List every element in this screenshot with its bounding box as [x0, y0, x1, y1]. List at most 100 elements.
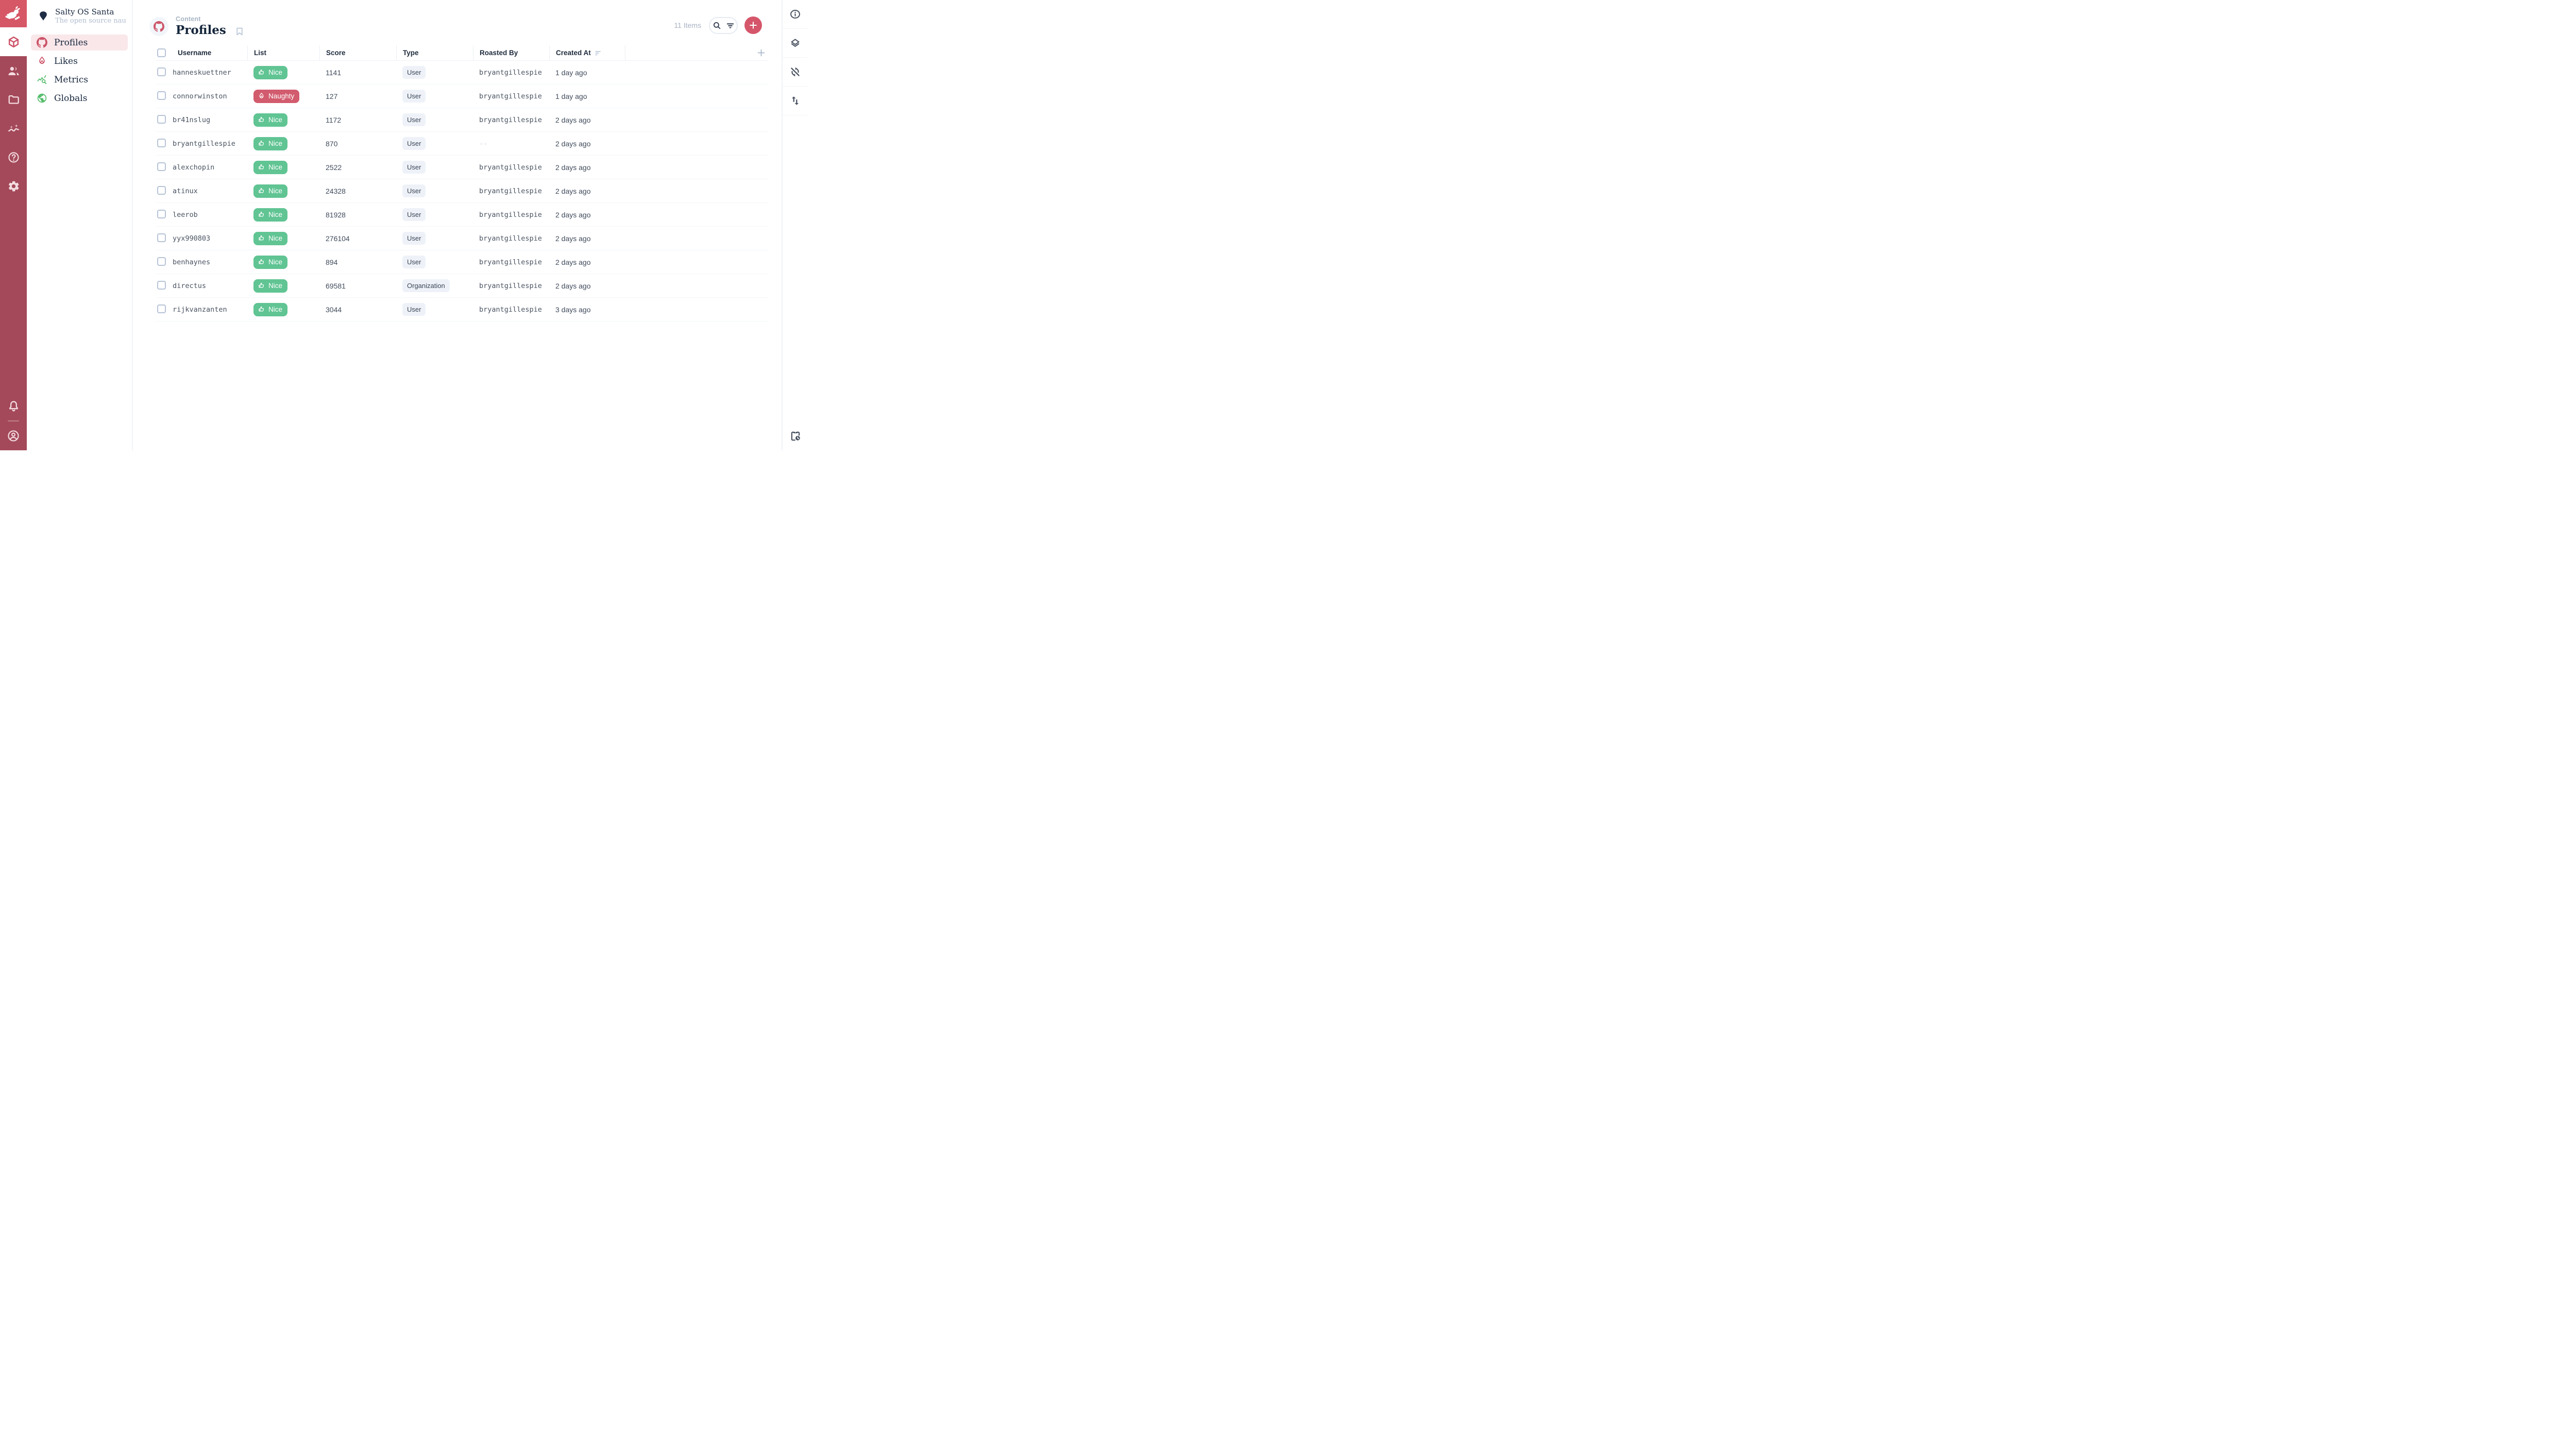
thumb-up-icon	[258, 306, 265, 313]
content-module[interactable]	[0, 27, 27, 56]
cell-list: Nice	[247, 160, 319, 174]
cell-score: 3044	[326, 305, 342, 314]
project-name: Salty OS Santa	[55, 7, 114, 16]
logo-tile[interactable]	[0, 0, 27, 27]
cell-username: hanneskuettner	[173, 68, 231, 77]
sidebar-item-likes[interactable]: Likes	[31, 53, 128, 69]
table-row[interactable]: br41nslug Nice 1172 User bryantgillespie…	[156, 108, 768, 132]
insights-module[interactable]	[0, 114, 27, 143]
row-select-cell	[156, 233, 172, 244]
page-title: Profiles	[176, 23, 226, 38]
column-header-created-at[interactable]: Created At	[549, 45, 625, 60]
file-library-module[interactable]	[0, 85, 27, 114]
table-row[interactable]: directus Nice 69581 Organization bryantg…	[156, 274, 768, 298]
insights-icon	[7, 122, 20, 135]
folder-icon	[7, 93, 20, 106]
thumb-up-icon	[258, 258, 265, 266]
row-select-cell	[156, 138, 172, 149]
row-checkbox[interactable]	[157, 304, 166, 313]
cell-score: 81928	[326, 210, 346, 219]
row-checkbox[interactable]	[157, 280, 166, 290]
bookmark-icon[interactable]	[234, 26, 245, 37]
table-row[interactable]: benhaynes Nice 894 User bryantgillespie …	[156, 250, 768, 274]
globe-icon	[37, 93, 47, 104]
table-row[interactable]: bryantgillespie Nice 870 User -- 2 days …	[156, 132, 768, 156]
header-actions: 11 Items	[674, 16, 762, 34]
table-row[interactable]: alexchopin Nice 2522 User bryantgillespi…	[156, 156, 768, 179]
module-nav	[0, 27, 27, 200]
row-select-cell	[156, 185, 172, 196]
table-row[interactable]: yyx990803 Nice 276104 User bryantgillesp…	[156, 227, 768, 250]
add-item-button[interactable]	[744, 16, 762, 34]
search-icon[interactable]	[712, 21, 722, 30]
import-export-button[interactable]	[783, 87, 808, 115]
collection-icon-chip[interactable]	[149, 16, 168, 36]
cell-roasted-by: bryantgillespie	[479, 68, 542, 77]
box-icon	[7, 36, 20, 48]
cell-created-at: 1 day ago	[555, 92, 587, 100]
sidebar-item-profiles[interactable]: Profiles	[31, 35, 128, 50]
add-column-icon[interactable]	[756, 48, 766, 58]
activity-button[interactable]	[783, 421, 808, 450]
row-select-cell	[156, 280, 172, 291]
row-checkbox[interactable]	[157, 185, 166, 195]
cell-score: 870	[326, 139, 338, 148]
table-row[interactable]: hanneskuettner Nice 1141 User bryantgill…	[156, 61, 768, 84]
list-badge: Nice	[253, 208, 288, 222]
table-row[interactable]: atinux Nice 24328 User bryantgillespie 2…	[156, 179, 768, 203]
cell-list: Nice	[247, 65, 319, 79]
list-badge: Nice	[253, 113, 288, 127]
table-row[interactable]: connorwinston Naughty 127 User bryantgil…	[156, 84, 768, 108]
column-header-score[interactable]: Score	[319, 45, 396, 60]
sidebar-item-globals[interactable]: Globals	[31, 90, 128, 106]
row-select-cell	[156, 209, 172, 220]
table-row[interactable]: rijkvanzanten Nice 3044 User bryantgille…	[156, 298, 768, 321]
sidebar-item-metrics[interactable]: Metrics	[31, 72, 128, 88]
thumb-up-icon	[258, 234, 265, 242]
column-header-username[interactable]: Username	[178, 49, 212, 57]
row-checkbox[interactable]	[157, 67, 166, 76]
cell-list: Nice	[247, 302, 319, 316]
row-checkbox[interactable]	[157, 114, 166, 124]
plus-icon	[748, 20, 758, 30]
column-header-type[interactable]: Type	[396, 45, 473, 60]
layers-button[interactable]	[783, 29, 808, 58]
cell-score: 127	[326, 92, 338, 100]
row-checkbox[interactable]	[157, 162, 166, 171]
cell-list: Nice	[247, 113, 319, 127]
notifications-button[interactable]	[0, 392, 27, 420]
module-bar-divider	[8, 420, 19, 421]
import-export-icon	[789, 95, 801, 107]
sync-disabled-button[interactable]	[783, 58, 808, 87]
table-row[interactable]: leerob Nice 81928 User bryantgillespie 2…	[156, 203, 768, 227]
app: Salty OS Santa The open source naug... P…	[0, 0, 808, 450]
select-all-checkbox[interactable]	[157, 48, 166, 57]
cell-list: Nice	[247, 184, 319, 198]
row-checkbox[interactable]	[157, 209, 166, 218]
user-directory-module[interactable]	[0, 56, 27, 85]
info-button[interactable]	[783, 0, 808, 29]
row-checkbox[interactable]	[157, 257, 166, 266]
row-checkbox[interactable]	[157, 138, 166, 147]
cell-score: 24328	[326, 187, 346, 195]
cell-type: User	[396, 137, 473, 150]
cell-username: leerob	[173, 210, 198, 219]
row-checkbox[interactable]	[157, 233, 166, 242]
row-select-cell	[156, 257, 172, 267]
thumb-up-icon	[258, 163, 265, 171]
account-button[interactable]	[0, 421, 27, 450]
row-checkbox[interactable]	[157, 91, 166, 100]
settings-module[interactable]	[0, 172, 27, 200]
row-select-cell	[156, 304, 172, 315]
row-select-cell	[156, 114, 172, 125]
documentation-module[interactable]	[0, 143, 27, 172]
github-icon	[37, 37, 47, 48]
column-header-list[interactable]: List	[247, 45, 319, 60]
column-header-roasted-by[interactable]: Roasted By	[473, 45, 549, 60]
cell-list: Nice	[247, 279, 319, 293]
cell-username: bryantgillespie	[173, 139, 235, 148]
type-chip: User	[402, 232, 426, 245]
filter-icon[interactable]	[725, 21, 735, 30]
project-header[interactable]: Salty OS Santa The open source naug...	[27, 0, 132, 32]
layers-icon	[789, 37, 801, 49]
